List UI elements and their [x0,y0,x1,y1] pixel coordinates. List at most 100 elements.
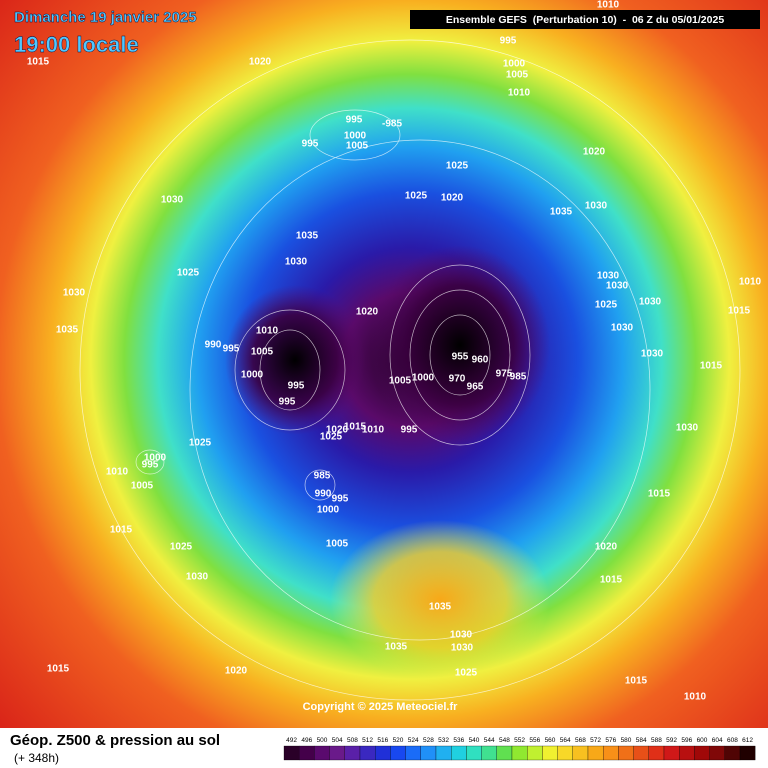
isobar-label: 1030 [161,195,184,206]
colorbar-label: 512 [362,737,373,744]
isobar-label: 1030 [611,323,634,334]
colorbar-label: 532 [438,737,449,744]
isobar-label: 1015 [700,361,723,372]
colorbar-swatch [359,745,376,761]
isobar-label: 1025 [177,268,200,279]
isobar-label: 1020 [326,425,349,436]
isobar-label: 1035 [550,207,573,218]
isobar-label: 1015 [648,489,671,500]
isobar-label: 1015 [110,525,133,536]
isobar-label: 1005 [326,539,349,550]
colorbar-swatch [283,745,300,761]
colorbar-swatch [648,745,665,761]
isobar-label: 975 [496,369,513,380]
isobar-label: 1010 [739,277,762,288]
isobar-label: 1035 [385,642,408,653]
isobar-label: 1010 [597,0,620,11]
isobar-label: 1010 [508,88,531,99]
isobar-label: 1025 [595,300,618,311]
isobar-label: 1025 [446,161,469,172]
isobar-label: 985 [510,372,527,383]
colorbar-swatch [587,745,604,761]
isobar-label: 1010 [106,467,129,478]
isobar-label: 1000 [344,131,367,142]
colorbar-label: 520 [393,737,404,744]
low [370,245,550,445]
isobar-label: 1005 [506,70,529,81]
colorbar-label: 544 [484,737,495,744]
colorbar-label: 612 [742,737,753,744]
colorbar-swatch [466,745,482,761]
colorbar-swatch [557,745,573,761]
colorbar-label: 604 [712,737,723,744]
run-info: Ensemble GEFS (Perturbation 10) - 06 Z d… [446,14,725,26]
isobar-label: 1020 [356,307,379,318]
colorbar-label: 600 [697,737,708,744]
isobar-label: 1020 [595,542,618,553]
colorbar-label: 592 [666,737,677,744]
colorbar-swatch [420,745,437,761]
colorbar-swatch [618,745,634,761]
isobar-label: 995 [142,460,159,471]
isobar-label: 1030 [676,423,699,434]
isobar-label: 1005 [131,481,154,492]
isobar-label: 1000 [412,373,435,384]
isobar-label: 970 [449,374,466,385]
colorbar-label: 568 [575,737,586,744]
isobar-label: 1030 [450,630,473,641]
colorbar-swatch [663,745,680,761]
isobar-label: 1000 [503,59,526,70]
colorbar-label: 576 [605,737,616,744]
colorbar-label: 584 [636,737,647,744]
time-title: 19:00 locale [14,32,139,57]
isobars [79,39,741,701]
isobar-label: 1000 [144,453,167,464]
isobar-label: 1030 [186,572,209,583]
colorbar-label: 596 [681,737,692,744]
colorbar-swatch [496,745,513,761]
isobar-label: 1030 [639,297,662,308]
isobar-label: 1025 [405,191,428,202]
low [225,285,365,435]
isobar-label: 960 [472,355,489,366]
isobar-label: 1010 [684,692,707,703]
colorbar-label: 564 [560,737,571,744]
isobar-label: 1030 [285,257,308,268]
isobar-label: 1010 [362,425,385,436]
colorbar-label: 528 [423,737,434,744]
isobar-label: 995 [401,425,418,436]
isobar-label: 990 [205,340,222,351]
date-title: Dimanche 19 janvier 2025 [14,9,197,26]
isobar-label: 1030 [641,349,664,360]
footer-title: Géop. Z500 & pression au sol [10,732,220,749]
colorbar-label: 552 [514,737,525,744]
isobar-label: 995 [302,139,319,150]
isobar-label: 1025 [320,432,343,443]
isobar-label: 1010 [256,326,279,337]
colorbar-swatch [390,745,406,761]
isobar-label: 1015 [728,306,751,317]
isobar-label: 1035 [296,231,319,242]
colorbar-swatch [451,745,467,761]
isobar-label: 995 [279,397,296,408]
colorbar-label: 500 [317,737,328,744]
colorbar-swatch [527,745,543,761]
colorbar-swatch [633,745,649,761]
isobar-label: 995 [288,381,305,392]
isobar-label: 1030 [606,281,629,292]
isobar-label: 1015 [47,664,70,675]
colorbar-swatch [603,745,619,761]
colorbar-label: 556 [529,737,540,744]
colorbar-swatch [435,745,452,761]
colorbar-label: 504 [332,737,343,744]
colorbar-swatch [709,745,725,761]
colorbar-swatch [344,745,361,761]
isobar-label: 995 [500,36,517,47]
colorbar-swatch [405,745,421,761]
colorbar-label: 508 [347,737,358,744]
colorbar-swatch [511,745,528,761]
isobar-label: 1020 [249,57,272,68]
colorbar-label: 580 [621,737,632,744]
colorbar-label: 608 [727,737,738,744]
